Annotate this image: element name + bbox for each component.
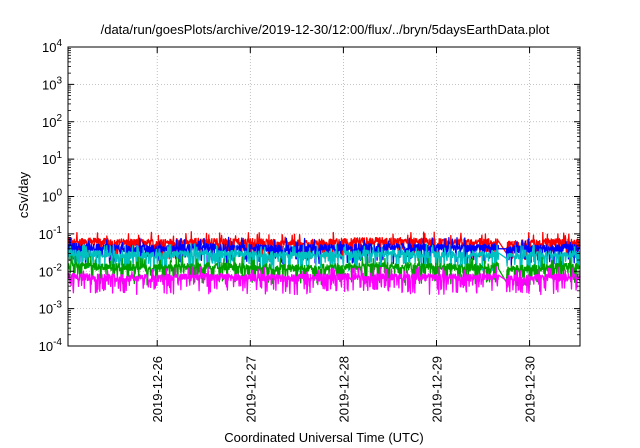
chart-title: /data/run/goesPlots/archive/2019-12-30/1… bbox=[101, 22, 550, 37]
series-line-4 bbox=[67, 266, 581, 296]
x-tick-label: 2019-12-29 bbox=[429, 356, 444, 423]
axes: 10-410-310-210-11001011021031042019-12-2… bbox=[39, 38, 580, 423]
series-line-0 bbox=[67, 231, 581, 261]
series-line-2 bbox=[67, 243, 581, 274]
x-tick-label: 2019-12-30 bbox=[523, 356, 538, 423]
x-tick-label: 2019-12-26 bbox=[150, 356, 165, 423]
series-layer bbox=[67, 231, 581, 296]
x-axis-label: Coordinated Universal Time (UTC) bbox=[224, 430, 423, 445]
x-tick-label: 2019-12-27 bbox=[243, 356, 258, 423]
x-tick-label: 2019-12-28 bbox=[336, 356, 351, 423]
y-axis-label: cSv/day bbox=[16, 171, 31, 218]
